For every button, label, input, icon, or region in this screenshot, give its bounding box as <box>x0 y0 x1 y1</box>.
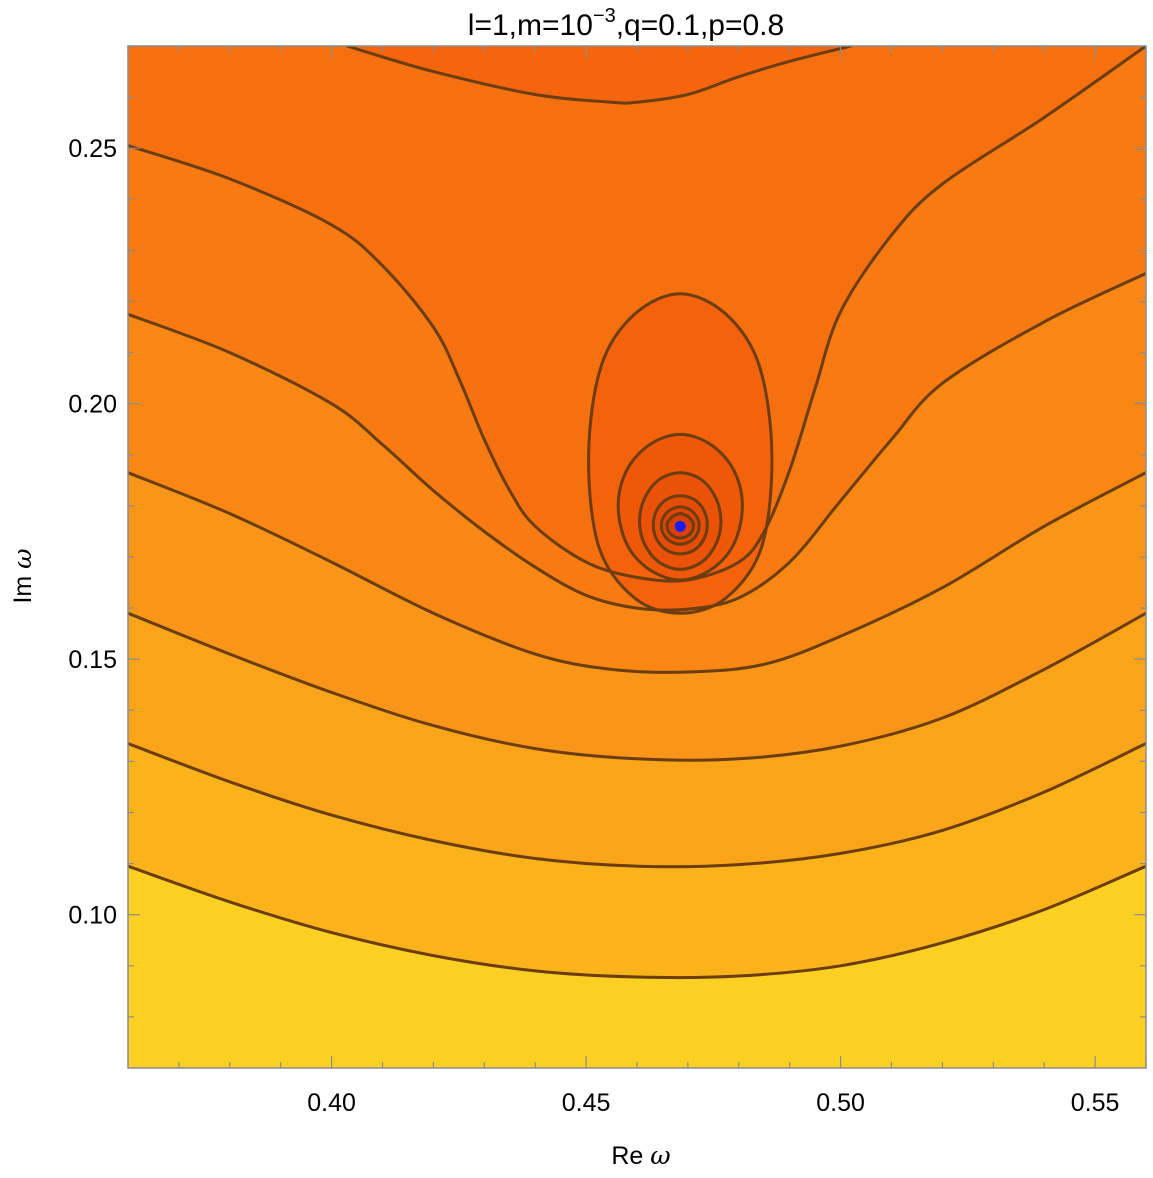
x-axis-label: Re ω <box>611 1141 670 1170</box>
contour-line-level-8 <box>587 292 774 615</box>
x-tick-label: 0.50 <box>816 1089 865 1117</box>
contour-line-level-3 <box>128 611 1146 762</box>
contour-lines <box>128 46 1146 980</box>
contour-line-level-9 <box>616 432 744 582</box>
axis-tick-labels: 0.40 0.45 0.50 0.55 0.10 0.15 0.20 0.25 <box>68 135 1119 1117</box>
contour-line-level-1 <box>128 864 1146 980</box>
contour-line-level-13 <box>665 512 695 540</box>
y-tick-label: 0.25 <box>68 135 117 163</box>
quasinormal-mode-marker <box>674 520 686 532</box>
contour-line-level-7 <box>345 46 853 105</box>
y-tick-label: 0.20 <box>68 391 117 419</box>
contour-line-level-5 <box>128 271 1146 612</box>
contour-line-level-4 <box>128 471 1146 674</box>
chart-title-exponent: −3 <box>593 5 616 27</box>
contour-line-level-2 <box>128 742 1146 869</box>
axis-ticks <box>127 45 1147 1068</box>
y-tick-label: 0.15 <box>68 646 117 674</box>
chart-title: l=1,m=10−3,q=0.1,p=0.8 <box>468 5 784 42</box>
plot-area <box>128 46 1146 1068</box>
contour-fills <box>128 46 1146 978</box>
contour-line-level-6 <box>128 46 1146 583</box>
contour-fill-level-7 <box>346 46 851 104</box>
x-tick-label: 0.40 <box>307 1089 356 1117</box>
x-tick-label: 0.45 <box>562 1089 611 1117</box>
y-tick-label: 0.10 <box>68 902 117 930</box>
contour-line-level-11 <box>651 494 709 556</box>
contour-line-level-12 <box>659 505 701 546</box>
y-axis-label: Im ω <box>8 548 37 603</box>
x-tick-label: 0.55 <box>1071 1089 1120 1117</box>
contour-line-level-10 <box>638 471 723 571</box>
